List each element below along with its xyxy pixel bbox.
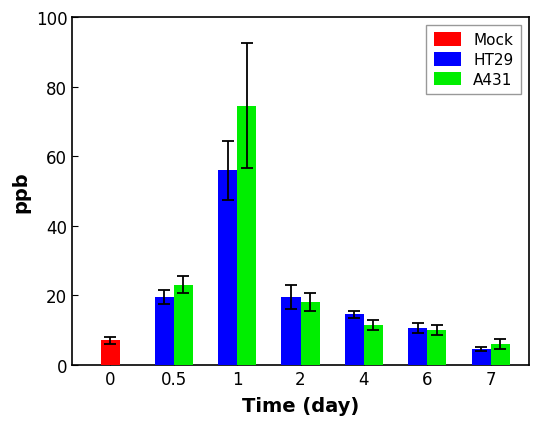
X-axis label: Time (day): Time (day): [242, 396, 359, 415]
Bar: [491, 344, 510, 365]
Bar: [237, 106, 256, 365]
Bar: [472, 349, 491, 365]
Bar: [218, 171, 237, 365]
Y-axis label: ppb: ppb: [11, 171, 30, 212]
Bar: [281, 297, 301, 365]
Bar: [301, 302, 320, 365]
Legend: Mock, HT29, A431: Mock, HT29, A431: [426, 26, 521, 95]
Bar: [100, 340, 120, 365]
Bar: [345, 314, 364, 365]
Bar: [408, 328, 427, 365]
Bar: [427, 330, 447, 365]
Bar: [174, 285, 193, 365]
Bar: [154, 297, 174, 365]
Bar: [364, 325, 383, 365]
